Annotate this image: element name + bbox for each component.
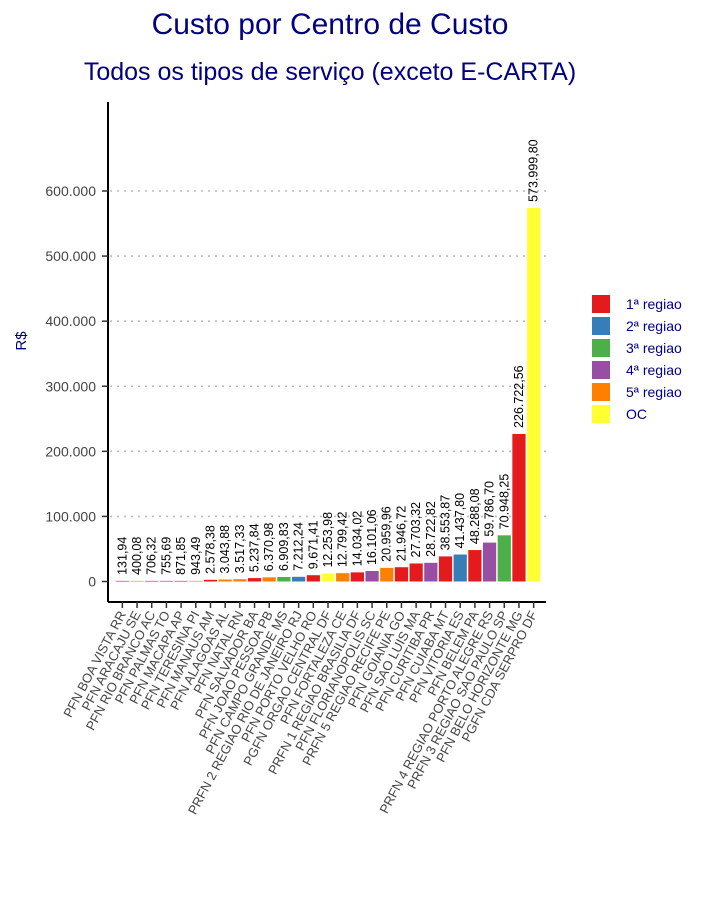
legend-swatch [592, 317, 610, 335]
legend-item: 4ª regiao [592, 359, 682, 381]
legend-item: 2ª regiao [592, 315, 682, 337]
data-label: 6.909,83 [277, 522, 291, 571]
data-label: 7.212,24 [292, 522, 306, 571]
data-label: 573.999,80 [527, 139, 541, 202]
chart-subtitle: Todos os tipos de serviço (exceto E-CART… [83, 58, 577, 86]
legend-swatch [592, 295, 610, 313]
legend-item: 1ª regiao [592, 293, 682, 315]
legend: 1ª regiao 2ª regiao 3ª regiao 4ª regiao 5ª r… [592, 293, 682, 425]
bar [277, 577, 291, 582]
data-label: 871,85 [174, 537, 188, 575]
data-label: 226.722,56 [512, 365, 526, 428]
data-label: 131,94 [115, 537, 129, 575]
legend-label: OC [626, 406, 647, 422]
bar [130, 580, 144, 582]
bar [174, 580, 188, 582]
data-label: 5.237,84 [248, 523, 262, 572]
chart-title: Custo por Centro de Custo [151, 8, 509, 41]
bar [527, 207, 541, 582]
data-label: 3.517,33 [233, 525, 247, 574]
y-tick-label: 500.000 [45, 248, 96, 264]
data-label: 14.034,02 [350, 511, 364, 567]
legend-item: 5ª regiao [592, 381, 682, 403]
bar [218, 579, 232, 582]
data-label: 20.959,96 [380, 506, 394, 562]
data-label: 16.101,06 [365, 509, 379, 565]
bar [203, 579, 218, 582]
data-label: 59.786,70 [483, 481, 497, 537]
data-labels: 131,94 400,08 706,32 755,69 871,85 943,49 2.57… [115, 139, 540, 575]
legend-swatch [592, 339, 610, 357]
bar [262, 577, 276, 582]
bar [438, 556, 453, 582]
y-tick-label: 600.000 [45, 183, 96, 199]
y-tick-label: 100.000 [45, 508, 96, 524]
bar [247, 578, 262, 582]
bar [512, 433, 526, 582]
y-tick-label: 400.000 [45, 313, 96, 329]
bar [159, 580, 174, 582]
legend-label: 3ª regiao [626, 340, 682, 356]
data-label: 2.578,38 [203, 525, 217, 574]
legend-label: 2ª regiao [626, 318, 682, 334]
legend-swatch [592, 383, 610, 401]
bar [189, 580, 203, 582]
bar [306, 575, 320, 582]
bar [380, 567, 394, 582]
bar [321, 573, 335, 582]
legend-item: OC [592, 403, 682, 425]
legend-swatch [592, 361, 610, 379]
data-label: 38.553,87 [439, 495, 453, 551]
bar [409, 563, 423, 582]
data-label: 48.288,08 [468, 488, 482, 544]
bar [145, 580, 159, 582]
y-ticks: 0 100.000 200.000 300.000 400.000 500.000 600.… [45, 183, 108, 590]
bar [497, 535, 511, 582]
bar [350, 572, 364, 582]
grid-lines [110, 190, 546, 518]
legend-swatch [592, 405, 610, 423]
data-label: 9.671,41 [306, 521, 320, 570]
data-label: 3.043,88 [218, 525, 232, 574]
bar [482, 542, 497, 582]
y-axis-label: R$ [13, 331, 30, 351]
data-label: 755,69 [159, 537, 173, 575]
bar [453, 554, 467, 582]
data-label: 28.722,82 [424, 501, 438, 557]
data-label: 21.946,72 [394, 506, 408, 562]
y-tick-label: 0 [88, 574, 96, 590]
bar [424, 562, 438, 582]
bar [115, 580, 129, 582]
data-label: 12.253,98 [321, 512, 335, 568]
data-label: 41.437,80 [453, 493, 467, 549]
bar [394, 567, 409, 582]
bar [468, 550, 482, 582]
bar [336, 573, 350, 582]
data-label: 943,49 [189, 537, 203, 575]
legend-label: 4ª regiao [626, 362, 682, 378]
y-tick-label: 300.000 [45, 378, 96, 394]
bar [233, 579, 247, 582]
legend-item: 3ª regiao [592, 337, 682, 359]
data-label: 12.799,42 [336, 512, 350, 568]
legend-label: 1ª regiao [626, 296, 682, 312]
data-label: 706,32 [145, 537, 159, 575]
bar [365, 571, 379, 582]
data-label: 70.948,25 [497, 474, 511, 530]
legend-label: 5ª regiao [626, 384, 682, 400]
bars [115, 207, 541, 582]
bar [292, 576, 306, 582]
data-label: 27.703,32 [409, 502, 423, 558]
y-tick-label: 200.000 [45, 443, 96, 459]
data-label: 400,08 [130, 537, 144, 575]
data-label: 6.370,98 [262, 523, 276, 572]
